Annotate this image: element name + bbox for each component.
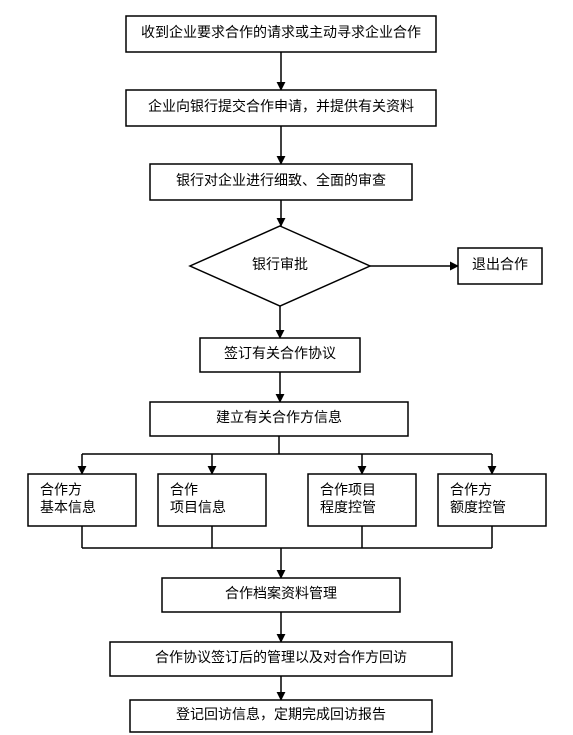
flow-node-label: 合作方 bbox=[40, 482, 82, 498]
flow-node-label: 银行对企业进行细致、全面的审查 bbox=[176, 172, 386, 189]
flow-node-n4: 银行审批 bbox=[190, 226, 370, 306]
flow-node-n8: 合作方基本信息 bbox=[28, 474, 136, 526]
flow-node-label: 程度控管 bbox=[320, 500, 376, 516]
flow-node-label: 额度控管 bbox=[450, 500, 506, 516]
flow-node-label: 合作方 bbox=[450, 482, 492, 498]
flow-node-label: 银行审批 bbox=[252, 257, 308, 273]
flow-node-n11: 合作方额度控管 bbox=[438, 474, 546, 526]
flow-node-label: 企业向银行提交合作申请，并提供有关资料 bbox=[148, 98, 414, 115]
flow-node-label: 基本信息 bbox=[40, 499, 96, 516]
flow-node-label: 合作协议签订后的管理以及对合作方回访 bbox=[155, 649, 407, 666]
flow-node-n3: 银行对企业进行细致、全面的审查 bbox=[150, 164, 412, 200]
flow-node-n10: 合作项目程度控管 bbox=[308, 474, 416, 526]
flow-node-n12: 合作档案资料管理 bbox=[162, 578, 400, 612]
flowchart-canvas: 收到企业要求合作的请求或主动寻求企业合作企业向银行提交合作申请，并提供有关资料银… bbox=[0, 0, 573, 735]
flow-node-label: 项目信息 bbox=[170, 499, 226, 516]
flow-node-label: 合作 bbox=[170, 482, 198, 498]
flow-node-n9: 合作项目信息 bbox=[158, 474, 266, 526]
flow-node-n7: 建立有关合作方信息 bbox=[150, 402, 408, 436]
flow-node-n14: 登记回访信息，定期完成回访报告 bbox=[130, 700, 432, 732]
flow-node-n5: 退出合作 bbox=[458, 248, 542, 284]
flow-node-n13: 合作协议签订后的管理以及对合作方回访 bbox=[110, 642, 452, 676]
flow-node-label: 合作档案资料管理 bbox=[225, 585, 337, 602]
flow-node-n1: 收到企业要求合作的请求或主动寻求企业合作 bbox=[126, 16, 436, 52]
flow-node-label: 登记回访信息，定期完成回访报告 bbox=[176, 706, 386, 723]
flow-node-label: 退出合作 bbox=[472, 257, 528, 273]
flow-node-n6: 签订有关合作协议 bbox=[200, 338, 360, 372]
flow-node-label: 收到企业要求合作的请求或主动寻求企业合作 bbox=[141, 24, 421, 41]
flow-node-label: 建立有关合作方信息 bbox=[216, 409, 342, 426]
flow-node-label: 签订有关合作协议 bbox=[224, 345, 336, 362]
flow-node-n2: 企业向银行提交合作申请，并提供有关资料 bbox=[126, 90, 436, 126]
flow-node-label: 合作项目 bbox=[320, 482, 376, 498]
